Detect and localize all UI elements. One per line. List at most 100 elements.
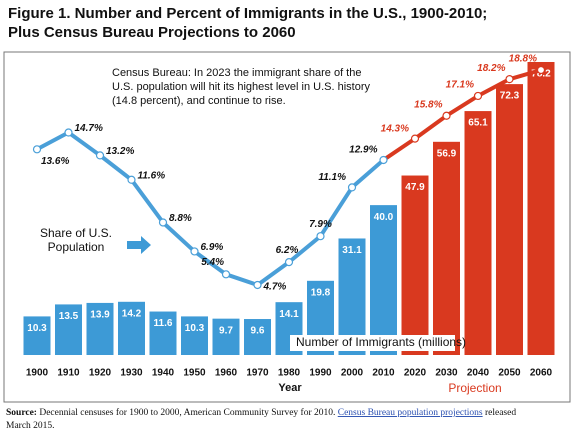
line-segment xyxy=(255,260,291,287)
bar xyxy=(244,319,271,355)
x-tick-label: 2030 xyxy=(435,368,458,379)
bar-label: 47.9 xyxy=(405,182,425,193)
plot-frame xyxy=(3,51,571,403)
bar-label: 9.6 xyxy=(251,326,265,337)
line-point xyxy=(442,111,451,120)
line-segment xyxy=(35,130,71,152)
point-label: 13.6% xyxy=(41,156,69,167)
point-label: 6.2% xyxy=(276,245,299,256)
bar-label: 78.2 xyxy=(531,69,551,80)
point-label: 18.2% xyxy=(477,63,505,74)
line-segment xyxy=(66,130,102,158)
point-label: 13.2% xyxy=(106,146,134,157)
source: March 2015. xyxy=(6,421,55,431)
line-point xyxy=(190,247,199,256)
bar-label: 65.1 xyxy=(468,118,488,129)
bar-label: 13.9 xyxy=(90,310,110,321)
x-tick-label: 1940 xyxy=(152,368,175,379)
x-tick-label: 2000 xyxy=(341,368,364,379)
line-point xyxy=(158,218,168,227)
legend-box xyxy=(290,335,455,351)
bar-label: 72.3 xyxy=(500,91,520,102)
chart-title: Figure 1. Number and Percent of Immigran… xyxy=(8,5,487,22)
line-segment xyxy=(381,136,417,162)
x-axis-label: Year xyxy=(278,382,302,394)
bar-label: 11.6 xyxy=(154,318,173,329)
line-segment xyxy=(192,249,228,277)
source-text: Decennial censuses for 1900 to 2000, Ame… xyxy=(39,407,335,418)
line-point xyxy=(536,65,546,75)
bar-label: 14.2 xyxy=(122,308,142,319)
line-point xyxy=(32,145,42,154)
bar xyxy=(212,318,240,355)
x-tick-label: 2050 xyxy=(498,368,521,379)
line-segment xyxy=(161,220,197,254)
line-point xyxy=(64,128,73,137)
source-text: released xyxy=(485,408,516,418)
x-tick-label: 1990 xyxy=(309,368,332,379)
bar xyxy=(370,205,397,355)
bar-label: 10.3 xyxy=(185,323,205,334)
bar xyxy=(149,311,177,355)
point-label: 14.3% xyxy=(381,123,409,134)
bar-label: 14.1 xyxy=(279,309,299,320)
bar-label: 40.0 xyxy=(374,212,394,223)
line-segment xyxy=(476,77,512,98)
line-point xyxy=(221,270,231,279)
bar xyxy=(55,304,82,355)
annotation: (14.8 percent), and continue to rise. xyxy=(112,95,286,107)
line-point xyxy=(284,258,294,267)
line-segment xyxy=(224,272,260,287)
x-tick-label: 1960 xyxy=(215,368,238,379)
bar xyxy=(496,84,523,355)
point-label: 17.1% xyxy=(446,80,474,91)
bar-label: 13.5 xyxy=(59,311,79,322)
point-label: 11.6% xyxy=(138,170,166,181)
line-segment xyxy=(350,157,386,190)
line-segment xyxy=(287,234,323,265)
source-label: Source: xyxy=(6,408,37,418)
point-label: 6.9% xyxy=(201,242,224,253)
source: Source: Decennial censuses for 1900 to 2… xyxy=(6,407,516,418)
bar-label: 10.3 xyxy=(27,323,47,334)
line-segment xyxy=(413,113,449,141)
x-tick-label: 1980 xyxy=(278,368,301,379)
bar-label: 31.1 xyxy=(342,245,362,256)
line-segment xyxy=(507,68,543,82)
bar xyxy=(118,301,145,355)
x-tick-label: 2010 xyxy=(372,368,395,379)
line-point xyxy=(316,232,325,241)
bar xyxy=(401,175,429,355)
chart-title: Plus Census Bureau Projections to 2060 xyxy=(8,24,296,41)
point-label: 14.7% xyxy=(75,123,103,134)
point-label: 8.8% xyxy=(169,213,192,224)
line-point xyxy=(410,134,420,143)
bar xyxy=(181,316,208,355)
x-tick-label: 2040 xyxy=(467,368,490,379)
line-point xyxy=(253,280,262,290)
projection-label: Projection xyxy=(448,381,501,395)
x-tick-label: 1930 xyxy=(120,368,143,379)
line-segment xyxy=(318,185,354,239)
x-tick-label: 2020 xyxy=(404,368,427,379)
x-tick-label: 1950 xyxy=(183,368,206,379)
line-point xyxy=(505,75,514,84)
x-tick-label: 1900 xyxy=(26,368,49,379)
line-point xyxy=(473,91,483,101)
point-label: 12.9% xyxy=(349,145,377,156)
bar xyxy=(464,111,492,355)
x-tick-label: 2060 xyxy=(530,368,553,379)
point-label: 15.8% xyxy=(414,99,442,110)
line-point xyxy=(347,183,357,192)
bar-label: 9.7 xyxy=(219,325,233,336)
x-tick-label: 1920 xyxy=(89,368,112,379)
point-label: 5.4% xyxy=(201,257,224,268)
line-point xyxy=(379,155,388,165)
point-label: 7.9% xyxy=(309,219,332,230)
bar xyxy=(433,141,460,355)
source-link[interactable]: Census Bureau population projections xyxy=(338,408,483,418)
bar xyxy=(23,316,51,355)
annotation: Census Bureau: In 2023 the immigrant sha… xyxy=(112,67,361,79)
annotation: U.S. population will hit its highest lev… xyxy=(112,81,371,93)
